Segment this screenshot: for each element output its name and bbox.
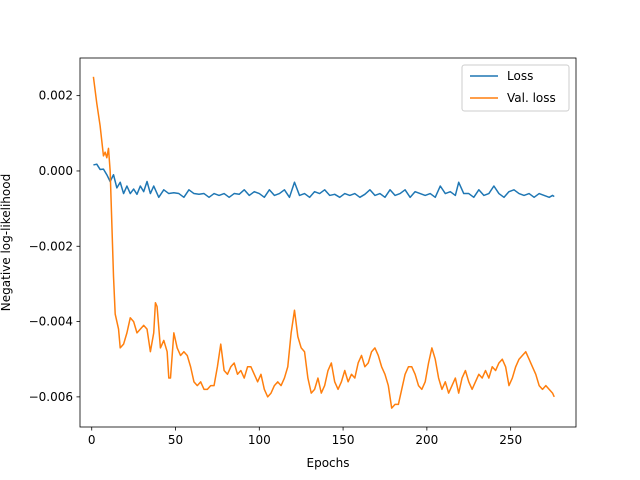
x-tick-label: 200 (415, 433, 438, 447)
x-tick-label: 250 (499, 433, 522, 447)
plot-area (79, 57, 577, 428)
x-tick-label: 50 (168, 433, 183, 447)
legend: Loss Val. loss (461, 64, 570, 112)
legend-label-val-loss: Val. loss (507, 91, 556, 105)
y-tick-label: −0.002 (29, 239, 73, 253)
y-axis-ticks: 0.002 0.000 −0.002 −0.004 −0.006 (29, 89, 80, 404)
x-axis-ticks: 0 50 100 150 200 250 (88, 427, 522, 447)
series-line-loss (93, 163, 555, 199)
y-tick-label: 0.000 (39, 164, 73, 178)
y-tick-label: −0.006 (29, 390, 73, 404)
axes-frame (79, 57, 577, 428)
x-tick-label: 150 (332, 433, 355, 447)
x-tick-label: 0 (88, 433, 96, 447)
y-tick-label: 0.002 (39, 89, 73, 103)
y-tick-label: −0.004 (29, 315, 73, 329)
series-line-val-loss (92, 76, 555, 409)
y-axis-label: Negative log-likelihood (0, 174, 13, 311)
x-axis-label: Epochs (307, 456, 350, 470)
x-tick-label: 100 (248, 433, 271, 447)
legend-label-loss: Loss (507, 69, 533, 83)
